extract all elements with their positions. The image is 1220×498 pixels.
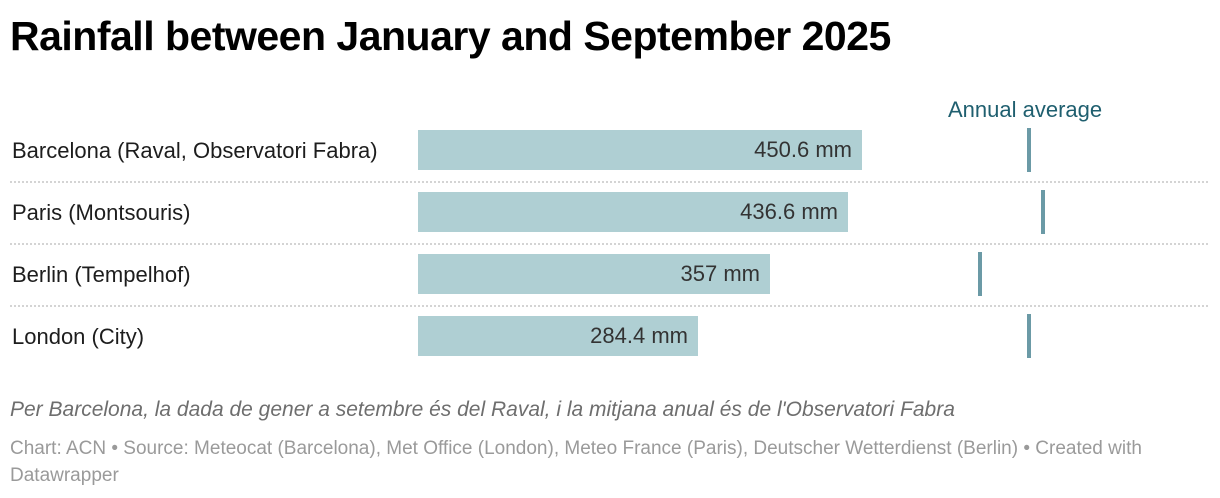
annual-average-legend: Annual average bbox=[948, 97, 1103, 122]
category-label: Paris (Montsouris) bbox=[12, 200, 191, 225]
annual-average-marker bbox=[1027, 314, 1031, 358]
chart-row: Berlin (Tempelhof) 357 mm bbox=[0, 244, 1220, 306]
bar-value-label: 284.4 mm bbox=[590, 323, 688, 348]
category-label: London (City) bbox=[12, 324, 145, 349]
rainfall-bar: 357 mm bbox=[418, 254, 770, 294]
rainfall-bar: 436.6 mm bbox=[418, 192, 848, 232]
bar-value-label: 357 mm bbox=[680, 261, 760, 286]
chart-source: Chart: ACN • Source: Meteocat (Barcelona… bbox=[10, 438, 1142, 486]
category-label: Barcelona (Raval, Observatori Fabra) bbox=[12, 138, 378, 163]
annual-average-marker bbox=[1027, 128, 1031, 172]
chart-row: Paris (Montsouris) 436.6 mm bbox=[0, 182, 1220, 244]
chart-row: Barcelona (Raval, Observatori Fabra) 450.… bbox=[0, 120, 1220, 182]
chart-row: London (City) 284.4 mm bbox=[0, 306, 1220, 368]
row-separator bbox=[10, 181, 1208, 183]
category-label: Berlin (Tempelhof) bbox=[12, 262, 191, 287]
rainfall-bar: 284.4 mm bbox=[418, 316, 698, 356]
bar-value-label: 436.6 mm bbox=[740, 199, 838, 224]
annual-average-marker bbox=[1041, 190, 1045, 234]
row-separator bbox=[10, 243, 1208, 245]
chart-note: Per Barcelona, la dada de gener a setemb… bbox=[10, 398, 955, 421]
chart-title: Rainfall between January and September 2… bbox=[10, 13, 891, 59]
rainfall-bar: 450.6 mm bbox=[418, 130, 862, 170]
annual-average-marker bbox=[978, 252, 982, 296]
bar-value-label: 450.6 mm bbox=[754, 137, 852, 162]
row-separator bbox=[10, 305, 1208, 307]
bar-chart: Barcelona (Raval, Observatori Fabra) 450.… bbox=[0, 120, 1220, 370]
